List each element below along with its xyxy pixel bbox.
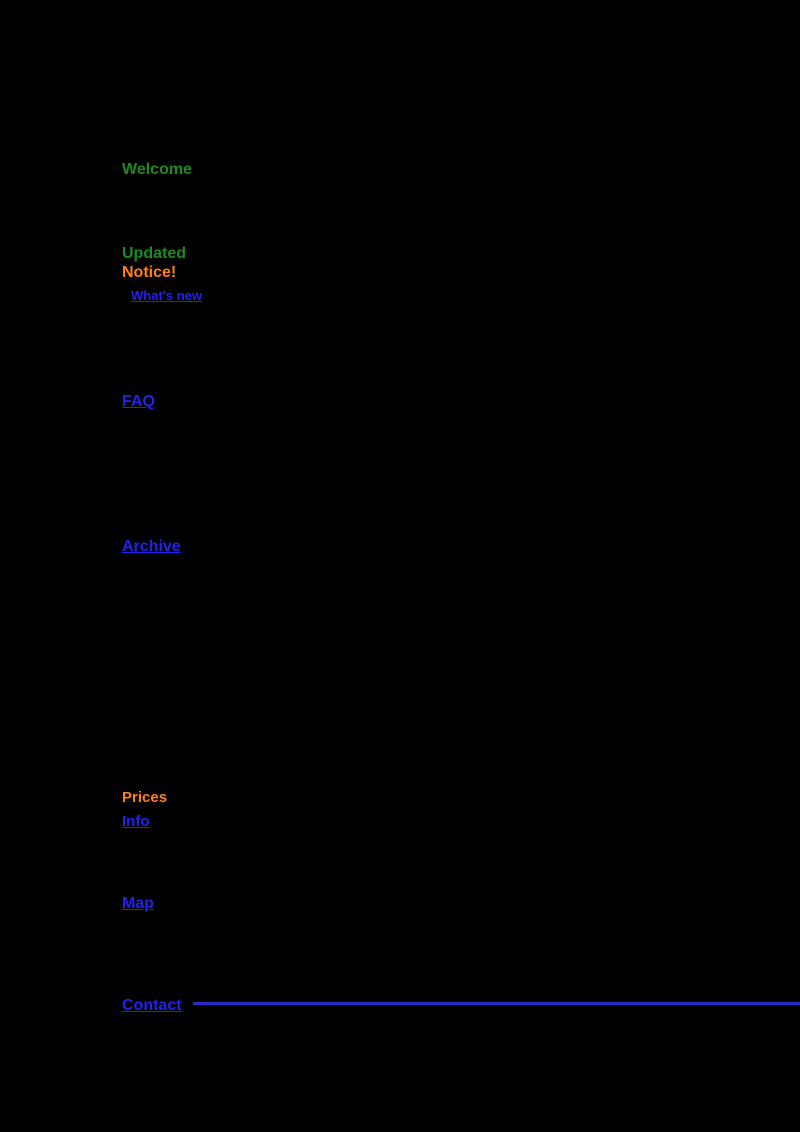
link-2[interactable]: Archive [122,538,181,555]
orange-note-top: Notice! [122,264,177,281]
orange-note-low: Prices [122,789,168,806]
sub-link[interactable]: What's new [131,288,202,303]
horizontal-rule [193,1002,800,1005]
link-1[interactable]: FAQ [122,393,155,410]
link-3[interactable]: Info [122,813,150,830]
green-heading-mid: Updated [122,245,186,262]
green-heading-top: Welcome [122,161,192,178]
link-4[interactable]: Map [122,895,154,912]
link-footer[interactable]: Contact [122,997,182,1014]
